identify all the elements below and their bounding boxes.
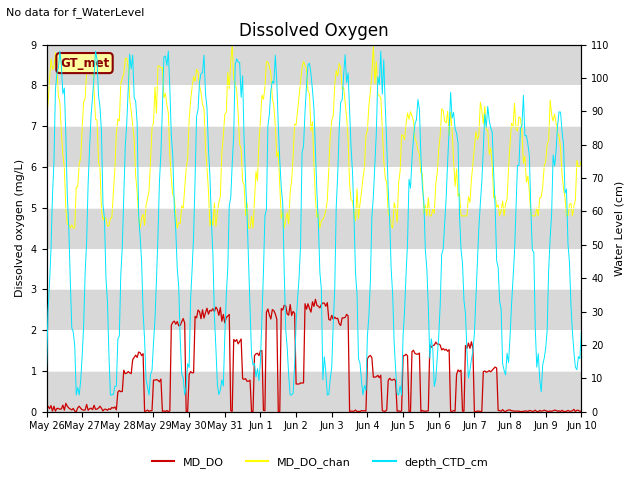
Legend: MD_DO, MD_DO_chan, depth_CTD_cm: MD_DO, MD_DO_chan, depth_CTD_cm bbox=[147, 452, 493, 472]
Bar bbox=[47, 371, 581, 412]
Title: Dissolved Oxygen: Dissolved Oxygen bbox=[239, 22, 388, 40]
Text: No data for f_WaterLevel: No data for f_WaterLevel bbox=[6, 7, 145, 18]
Bar bbox=[47, 45, 581, 85]
Bar bbox=[47, 208, 581, 249]
Bar bbox=[47, 289, 581, 330]
Bar bbox=[47, 126, 581, 167]
Text: GT_met: GT_met bbox=[60, 57, 109, 70]
Y-axis label: Dissolved oxygen (mg/L): Dissolved oxygen (mg/L) bbox=[15, 159, 25, 297]
Y-axis label: Water Level (cm): Water Level (cm) bbox=[615, 180, 625, 276]
